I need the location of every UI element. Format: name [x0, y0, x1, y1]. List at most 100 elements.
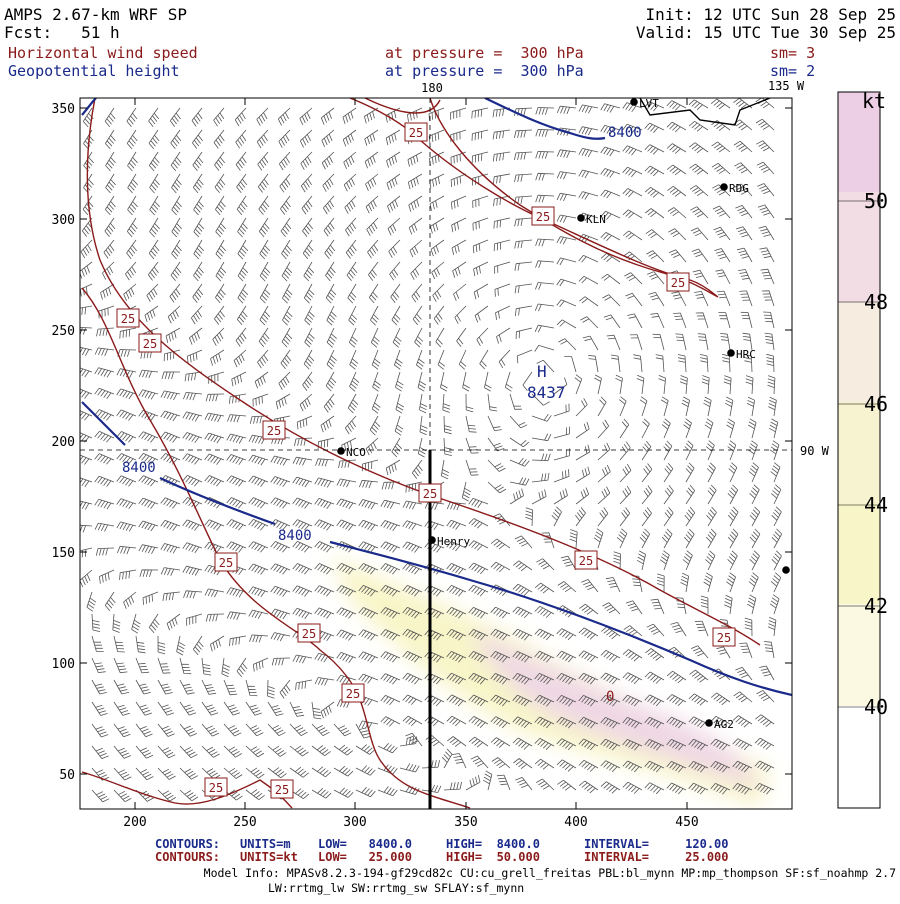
- wind-barb: [473, 283, 489, 300]
- wind-barb: [223, 679, 238, 696]
- wind-barb: [456, 327, 467, 347]
- wind-barb: [644, 782, 665, 795]
- wind-barb: [208, 371, 225, 384]
- wind-barb: [452, 753, 467, 769]
- wind-barb: [447, 736, 467, 747]
- wind-barb: [560, 555, 577, 571]
- model-title: AMPS 2.67-km WRF SP: [4, 5, 187, 24]
- wind-barb: [600, 717, 621, 729]
- wind-barb: [411, 459, 423, 479]
- wind-barb: [149, 217, 160, 238]
- wind-barb: [446, 519, 467, 530]
- wind-barb: [215, 283, 226, 304]
- wind-barb: [512, 583, 533, 596]
- wind-barb: [472, 217, 489, 231]
- wind-barb: [380, 651, 401, 663]
- wind-barb: [311, 701, 322, 720]
- wind-barb: [126, 239, 138, 259]
- wind-barb: [579, 296, 599, 307]
- wind-barb: [417, 437, 427, 458]
- wind-barb: [204, 519, 225, 531]
- wind-barb: [94, 409, 115, 421]
- wind-barb: [490, 694, 511, 707]
- wind-barb: [472, 173, 489, 186]
- wind-barb: [270, 455, 291, 466]
- wind-barb: [236, 305, 248, 326]
- wind-barb: [631, 575, 643, 593]
- wind-barb: [380, 716, 401, 727]
- wind-barb: [732, 783, 753, 795]
- wind-barb: [314, 477, 335, 488]
- wind-barb: [405, 481, 423, 493]
- wind-barb: [399, 736, 418, 747]
- wind-barb: [735, 205, 753, 219]
- wind-barb: [453, 283, 467, 301]
- station-name: LVT: [639, 97, 659, 110]
- wind-barb: [446, 563, 467, 575]
- wind-barb: [214, 173, 226, 194]
- wind-barb: [123, 283, 137, 302]
- wind-barb: [416, 349, 425, 370]
- wind-barb: [281, 261, 293, 282]
- wind-barb: [116, 453, 137, 465]
- wind-barb: [344, 415, 357, 435]
- wind-barb: [336, 652, 357, 663]
- station-name: Henry: [437, 535, 470, 548]
- wind-barb: [204, 432, 225, 444]
- wind-barb: [748, 572, 759, 593]
- footer: CONTOURS: UNITS=m LOW= 8400.0 HIGH= 8400…: [155, 837, 729, 864]
- wind-barb: [641, 418, 650, 439]
- wind-barb: [419, 415, 428, 436]
- wind-barb: [487, 481, 507, 494]
- wind-barb: [749, 484, 760, 505]
- wind-barb: [514, 151, 533, 161]
- colorbar-swatch: [838, 302, 880, 402]
- wind-barb: [407, 151, 423, 167]
- wind-barb: [182, 542, 203, 554]
- wind-barb: [688, 120, 709, 132]
- wind-barb: [160, 453, 181, 465]
- wind-barb: [80, 388, 93, 399]
- wind-barb: [767, 616, 777, 637]
- wind-barb: [304, 327, 315, 348]
- wind-barb: [636, 550, 646, 571]
- wind-barb: [80, 239, 93, 259]
- wind-barb: [160, 410, 181, 422]
- wind-barb: [190, 305, 203, 325]
- wind-barb: [509, 393, 522, 410]
- wind-barb: [157, 789, 177, 802]
- wind-barb: [556, 236, 577, 245]
- wind-barb: [496, 327, 511, 344]
- wind-barb: [91, 635, 104, 652]
- wind-barb: [237, 261, 249, 282]
- wind-barb: [138, 453, 159, 465]
- wind-barb: [138, 520, 159, 532]
- wind-barb: [345, 217, 357, 237]
- wind-barb: [95, 547, 115, 556]
- wind-barb: [160, 520, 181, 531]
- wind-barb: [580, 316, 599, 329]
- wind-barb: [83, 173, 94, 194]
- wind-barb: [80, 410, 93, 421]
- wind-barb: [116, 368, 137, 378]
- wind-barb: [671, 291, 687, 307]
- wind-barb: [575, 487, 590, 505]
- label-text: 25: [536, 210, 550, 224]
- wind-barb: [496, 774, 511, 791]
- wind-barb: [682, 550, 693, 571]
- wind-barb: [355, 765, 376, 776]
- wind-barb: [644, 716, 665, 729]
- wind-barb: [515, 327, 533, 340]
- wind-barb: [245, 723, 264, 737]
- wind-barb: [465, 393, 474, 413]
- wind-barb: [468, 540, 489, 551]
- wind-barb: [733, 691, 753, 703]
- wind-barb: [135, 701, 153, 716]
- wind-barb: [556, 257, 577, 266]
- wind-barb: [695, 312, 709, 329]
- label-text: 25: [121, 312, 135, 326]
- wind-barb: [94, 453, 115, 465]
- wind-barb: [468, 584, 489, 597]
- label-box: [297, 623, 321, 643]
- wind-barb: [749, 528, 761, 549]
